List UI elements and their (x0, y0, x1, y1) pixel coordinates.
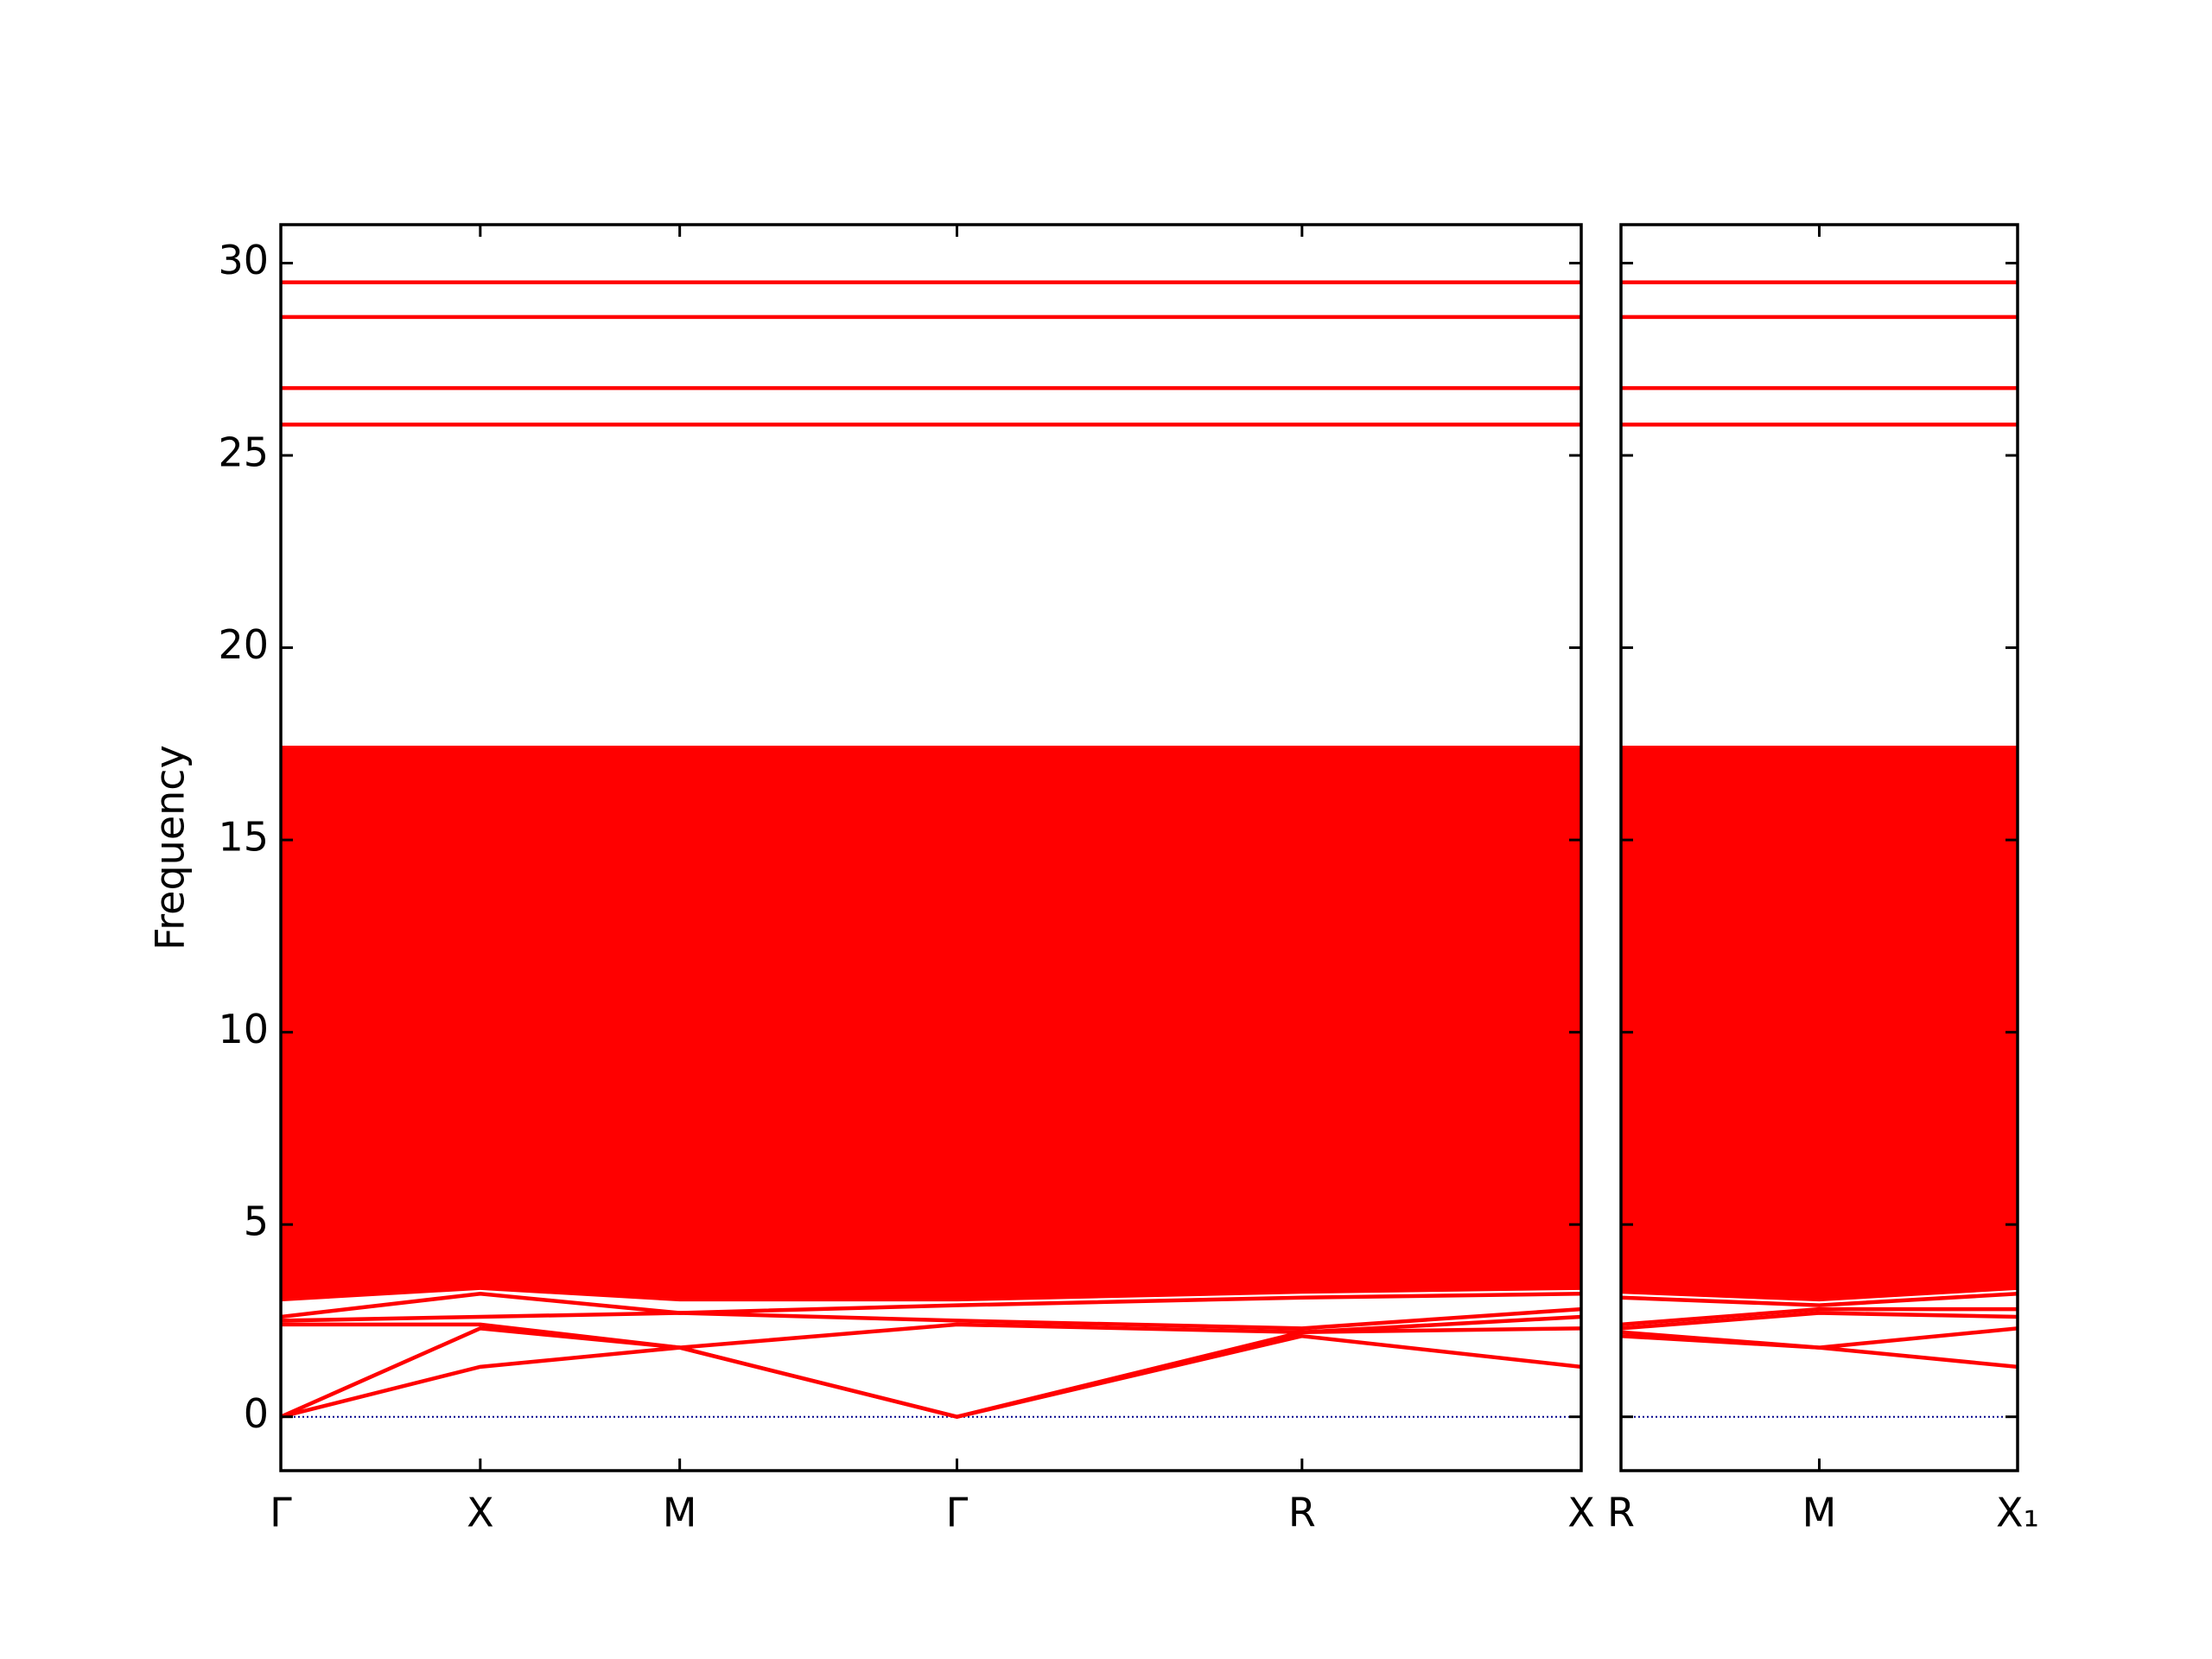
band-region (1621, 746, 2018, 1302)
plot-area (1621, 280, 2018, 1418)
y-tick-label: 10 (218, 1006, 269, 1052)
band-region (281, 746, 1581, 1302)
axes-frame (279, 223, 1583, 1472)
x-tick-label: M (663, 1490, 697, 1536)
x-tick-label: R (1288, 1490, 1316, 1536)
band-line (1621, 1311, 2018, 1331)
band-line (281, 1326, 1581, 1420)
x-tick-label: X (1567, 1490, 1595, 1536)
band-line (281, 1333, 1581, 1420)
x-tick-label: R (1607, 1490, 1635, 1536)
band-line (281, 1314, 1581, 1350)
x-tick-label: M (1802, 1490, 1837, 1536)
band-line (281, 1292, 1581, 1319)
y-tick-label: 0 (244, 1390, 269, 1437)
y-axis-label: Frequency (147, 745, 194, 950)
band-line (1621, 1292, 2018, 1307)
band-line (1621, 1333, 2018, 1370)
y-tick-label: 30 (218, 237, 269, 283)
x-tick-label: X (467, 1490, 494, 1536)
band-line (1621, 1326, 2018, 1350)
y-tick-label: 5 (244, 1198, 269, 1245)
y-tick-label: 25 (218, 429, 269, 476)
y-tick-label: 20 (218, 621, 269, 668)
x-tick-label: X₁ (1996, 1490, 2039, 1536)
x-tick-label: Γ (946, 1490, 969, 1536)
y-tick-label: 15 (218, 814, 269, 861)
x-tick-label: Γ (270, 1490, 292, 1536)
band-line (1621, 1306, 2018, 1327)
band-line (281, 1306, 1581, 1331)
plot-area (281, 280, 1581, 1420)
